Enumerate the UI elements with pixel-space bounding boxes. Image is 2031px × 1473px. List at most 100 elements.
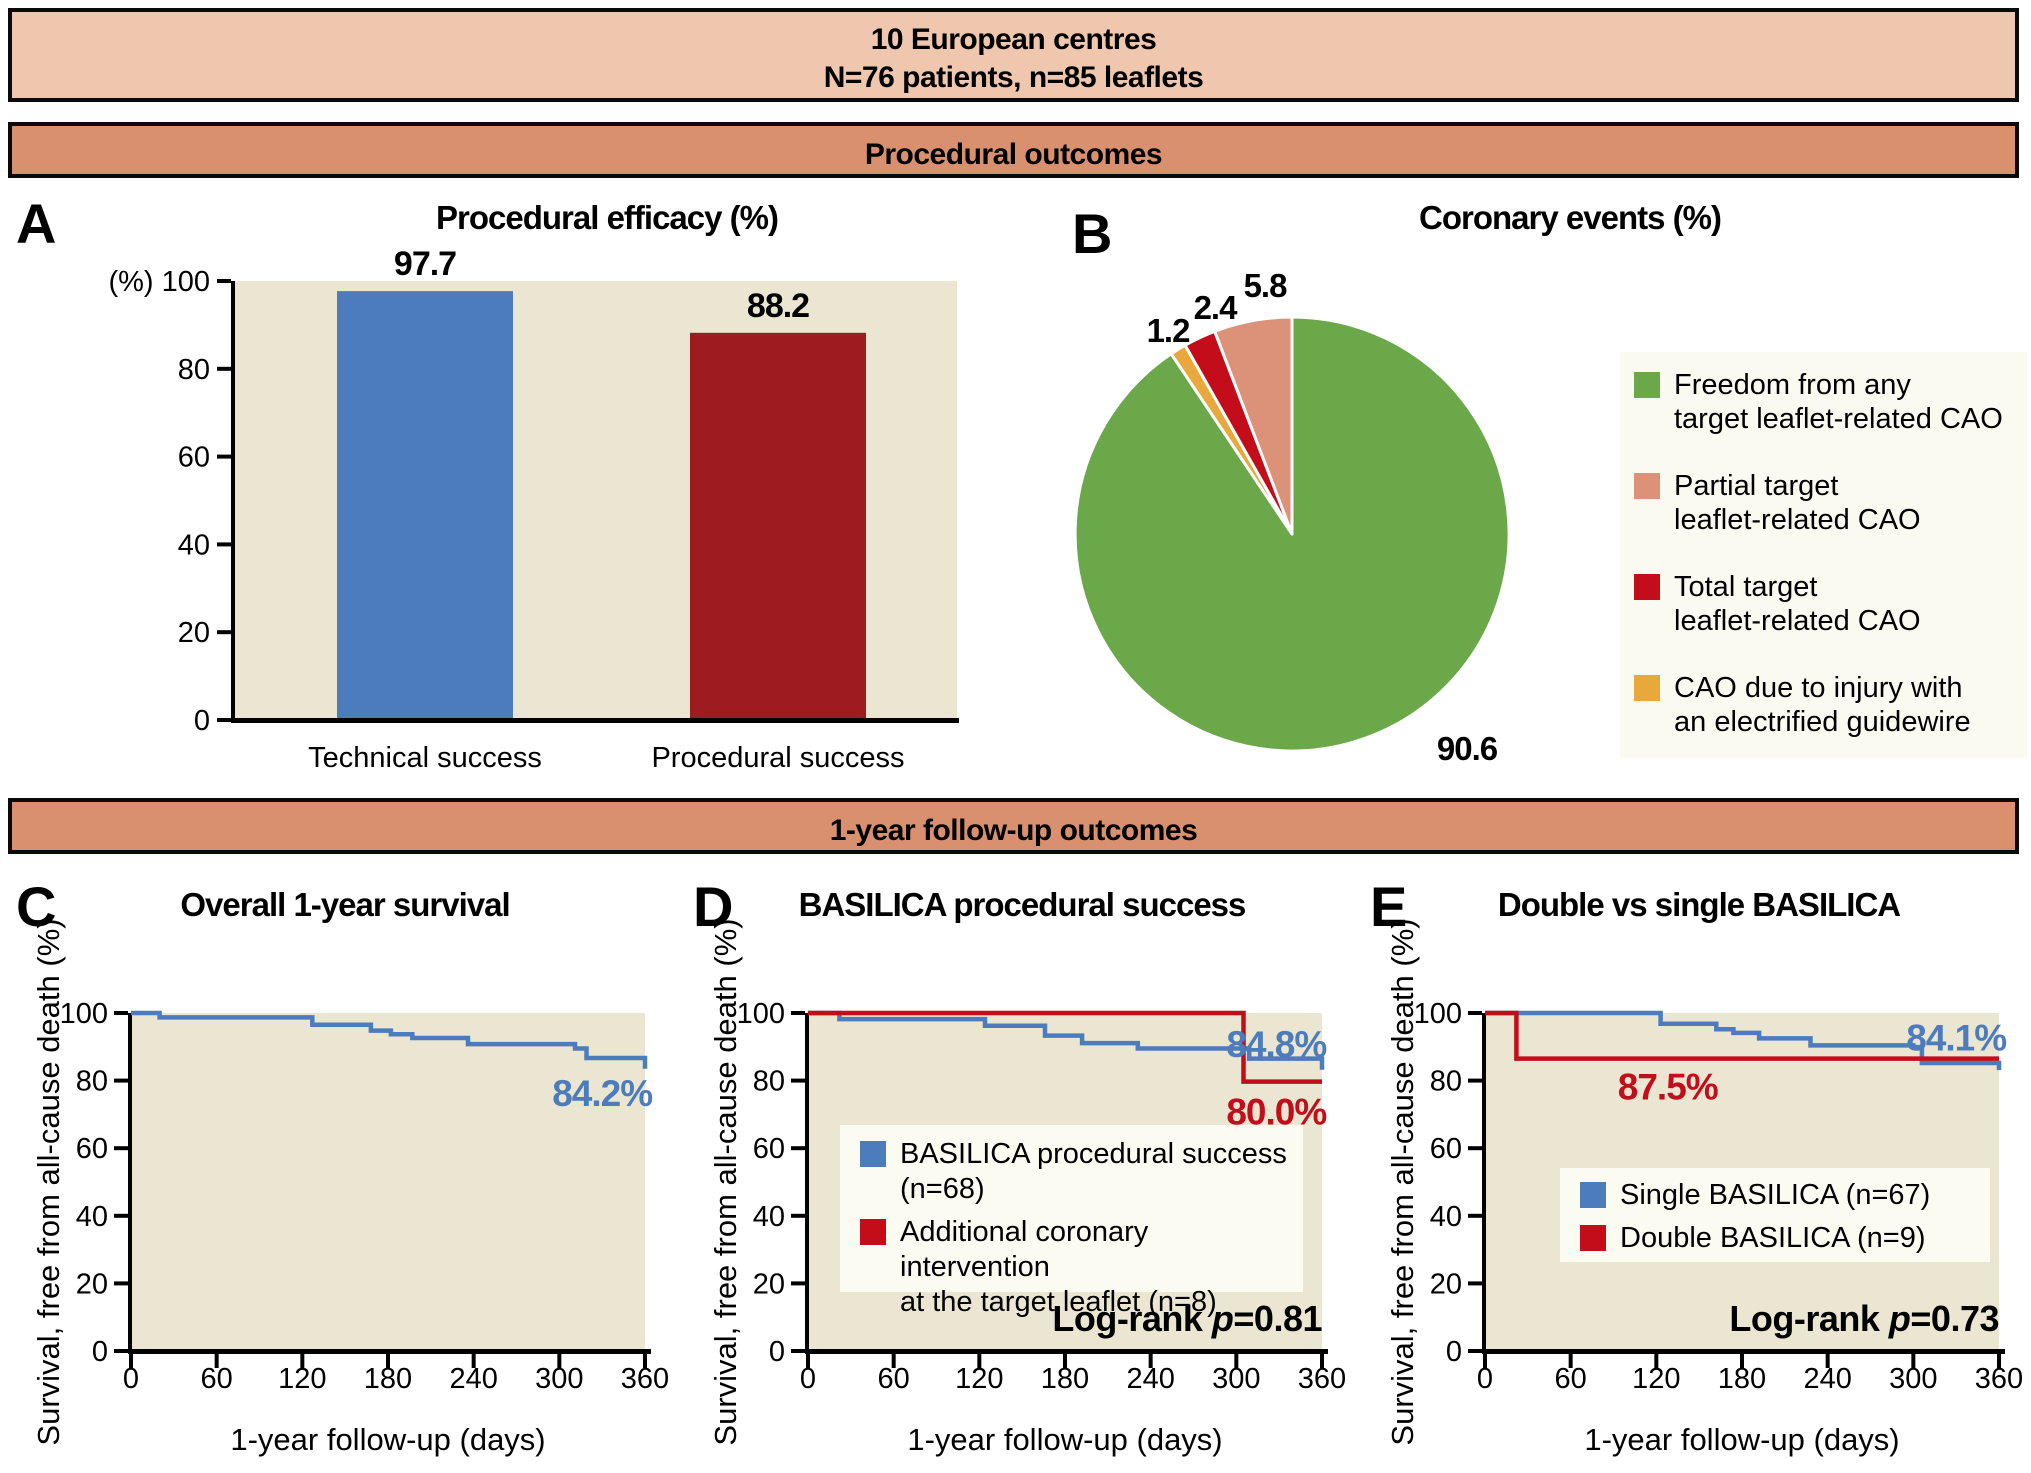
y-tick bbox=[1468, 1146, 1482, 1151]
x-axis-line bbox=[805, 1349, 1328, 1354]
y-tick-label: 100 bbox=[1414, 998, 1462, 1030]
logrank-d-p: p bbox=[1211, 1298, 1234, 1339]
km-chart-overall: 0 20 40 60 80 100 0 60 120 180 240 300 360 84.2% bbox=[60, 998, 670, 1395]
pie-value-label-2: 2.4 bbox=[1194, 289, 1239, 326]
x-tick-label: 0 bbox=[123, 1363, 139, 1395]
panel-e-x-axis-label: 1-year follow-up (days) bbox=[1584, 1422, 1900, 1457]
pie-legend: Freedom from any target leaflet-related C… bbox=[1620, 352, 2028, 758]
km-legend-d-item-1: Additional coronary intervention at the t… bbox=[860, 1215, 1293, 1320]
panel-b-title: Coronary events (%) bbox=[1419, 199, 1722, 236]
x-tick bbox=[129, 1354, 133, 1368]
y-tick-label: 0 bbox=[1446, 1336, 1462, 1368]
bar-category-label: Procedural success bbox=[651, 742, 904, 774]
y-tick bbox=[791, 1281, 805, 1286]
x-tick-label: 300 bbox=[1212, 1363, 1260, 1395]
y-tick-label: 60 bbox=[178, 442, 210, 474]
x-tick-label: 120 bbox=[955, 1363, 1003, 1395]
x-tick-label: 180 bbox=[1041, 1363, 1089, 1395]
y-tick-label: 40 bbox=[1430, 1201, 1462, 1233]
x-tick-label: 180 bbox=[364, 1363, 412, 1395]
y-tick bbox=[1468, 1213, 1482, 1218]
y-tick bbox=[217, 630, 231, 635]
y-tick-label: 40 bbox=[76, 1201, 108, 1233]
y-tick-label: 80 bbox=[178, 354, 210, 386]
pie-legend-item-2: Total target leaflet-related CAO bbox=[1634, 570, 2018, 638]
x-tick bbox=[806, 1354, 810, 1368]
km-legend-d-label-1: Additional coronary intervention at the t… bbox=[900, 1216, 1217, 1318]
panel-c: C Overall 1-year survival Survival, free… bbox=[0, 860, 677, 1473]
x-axis-line bbox=[1482, 1349, 2005, 1354]
y-tick-label: 80 bbox=[753, 1066, 785, 1098]
y-tick bbox=[217, 454, 231, 459]
panel-a-letter: A bbox=[16, 192, 56, 255]
y-tick bbox=[217, 542, 231, 547]
logrank-d: Log-rank p=0.81 bbox=[1052, 1298, 1322, 1340]
x-tick-label: 360 bbox=[1975, 1363, 2023, 1395]
x-tick bbox=[1825, 1354, 1830, 1368]
y-axis-line bbox=[231, 281, 235, 722]
x-tick-label: 120 bbox=[278, 1363, 326, 1395]
y-tick-label: 60 bbox=[1430, 1133, 1462, 1165]
panel-d-letter: D bbox=[693, 875, 733, 938]
panel-d-x-axis-label: 1-year follow-up (days) bbox=[907, 1422, 1223, 1457]
km-plot-area bbox=[131, 1013, 645, 1351]
x-tick bbox=[1911, 1354, 1916, 1368]
x-tick bbox=[1063, 1354, 1067, 1368]
x-tick-label: 0 bbox=[800, 1363, 816, 1395]
km-end-label-0: 84.8% bbox=[1226, 1024, 1326, 1065]
panel-e-title: Double vs single BASILICA bbox=[1497, 886, 1901, 923]
y-tick-label: 20 bbox=[178, 617, 210, 649]
x-tick-label: 0 bbox=[1477, 1363, 1493, 1395]
logrank-e-prefix: Log-rank bbox=[1729, 1298, 1889, 1339]
y-tick bbox=[114, 1213, 128, 1218]
x-tick bbox=[1483, 1354, 1487, 1368]
y-tick bbox=[1468, 1281, 1482, 1286]
y-tick-label: 100 bbox=[60, 998, 108, 1030]
y-axis-line bbox=[1482, 1013, 1486, 1353]
x-tick bbox=[386, 1354, 390, 1368]
y-tick bbox=[114, 1349, 128, 1353]
panel-a: A Procedural efficacy (%) 0 20 40 60 80 (%) 1… bbox=[0, 177, 1015, 798]
pie-slice-1 bbox=[1213, 315, 1294, 536]
x-tick bbox=[214, 1354, 219, 1368]
x-tick bbox=[1320, 1354, 1324, 1368]
y-tick-label: 80 bbox=[1430, 1066, 1462, 1098]
y-tick bbox=[1468, 1078, 1482, 1083]
km-legend-d-swatch-0 bbox=[860, 1141, 886, 1167]
km-curve-1 bbox=[808, 1010, 1322, 1084]
header-line1: 10 European centres bbox=[870, 23, 1157, 56]
bar-value-label: 88.2 bbox=[747, 287, 809, 325]
km-chart-double-vs-single: 0 20 40 60 80 100 0 60 120 180 240 300 360 84.1% 87.5% bbox=[1414, 998, 2024, 1395]
y-tick bbox=[217, 718, 231, 722]
km-end-label-1: 87.5% bbox=[1618, 1066, 1718, 1107]
x-tick bbox=[1997, 1354, 2001, 1368]
y-tick-label: 60 bbox=[76, 1133, 108, 1165]
y-tick-label: 20 bbox=[76, 1268, 108, 1300]
panel-d: D BASILICA procedural success Survival, … bbox=[677, 860, 1354, 1473]
pie-legend-swatch-0 bbox=[1634, 372, 1660, 398]
y-tick-label: 100 bbox=[737, 998, 785, 1030]
panel-e-letter: E bbox=[1370, 875, 1407, 938]
pie-legend-item-3: CAO due to injury with an electrified gui… bbox=[1634, 671, 2018, 739]
km-legend-e-swatch-0 bbox=[1580, 1182, 1606, 1208]
y-tick bbox=[217, 366, 231, 371]
y-tick-label: 80 bbox=[76, 1066, 108, 1098]
km-curve-0 bbox=[131, 1010, 648, 1069]
km-legend-d-label-0: BASILICA procedural success (n=68) bbox=[900, 1138, 1287, 1205]
x-tick bbox=[1148, 1354, 1153, 1368]
x-tick bbox=[643, 1354, 647, 1368]
x-tick bbox=[1568, 1354, 1573, 1368]
logrank-d-prefix: Log-rank bbox=[1052, 1298, 1212, 1339]
km-curve-1 bbox=[1485, 1010, 1999, 1061]
y-tick bbox=[791, 1146, 805, 1151]
x-tick-label: 240 bbox=[1803, 1363, 1851, 1395]
x-tick-label: 60 bbox=[201, 1363, 233, 1395]
x-tick-label: 60 bbox=[1555, 1363, 1587, 1395]
km-curve-0 bbox=[808, 1010, 1325, 1070]
x-tick-label: 180 bbox=[1718, 1363, 1766, 1395]
x-tick-label: 300 bbox=[1889, 1363, 1937, 1395]
y-tick-label: (%) 100 bbox=[108, 266, 210, 298]
x-axis-line bbox=[128, 1349, 651, 1354]
bar-value-label: 97.7 bbox=[394, 245, 456, 283]
y-tick bbox=[791, 1011, 805, 1015]
